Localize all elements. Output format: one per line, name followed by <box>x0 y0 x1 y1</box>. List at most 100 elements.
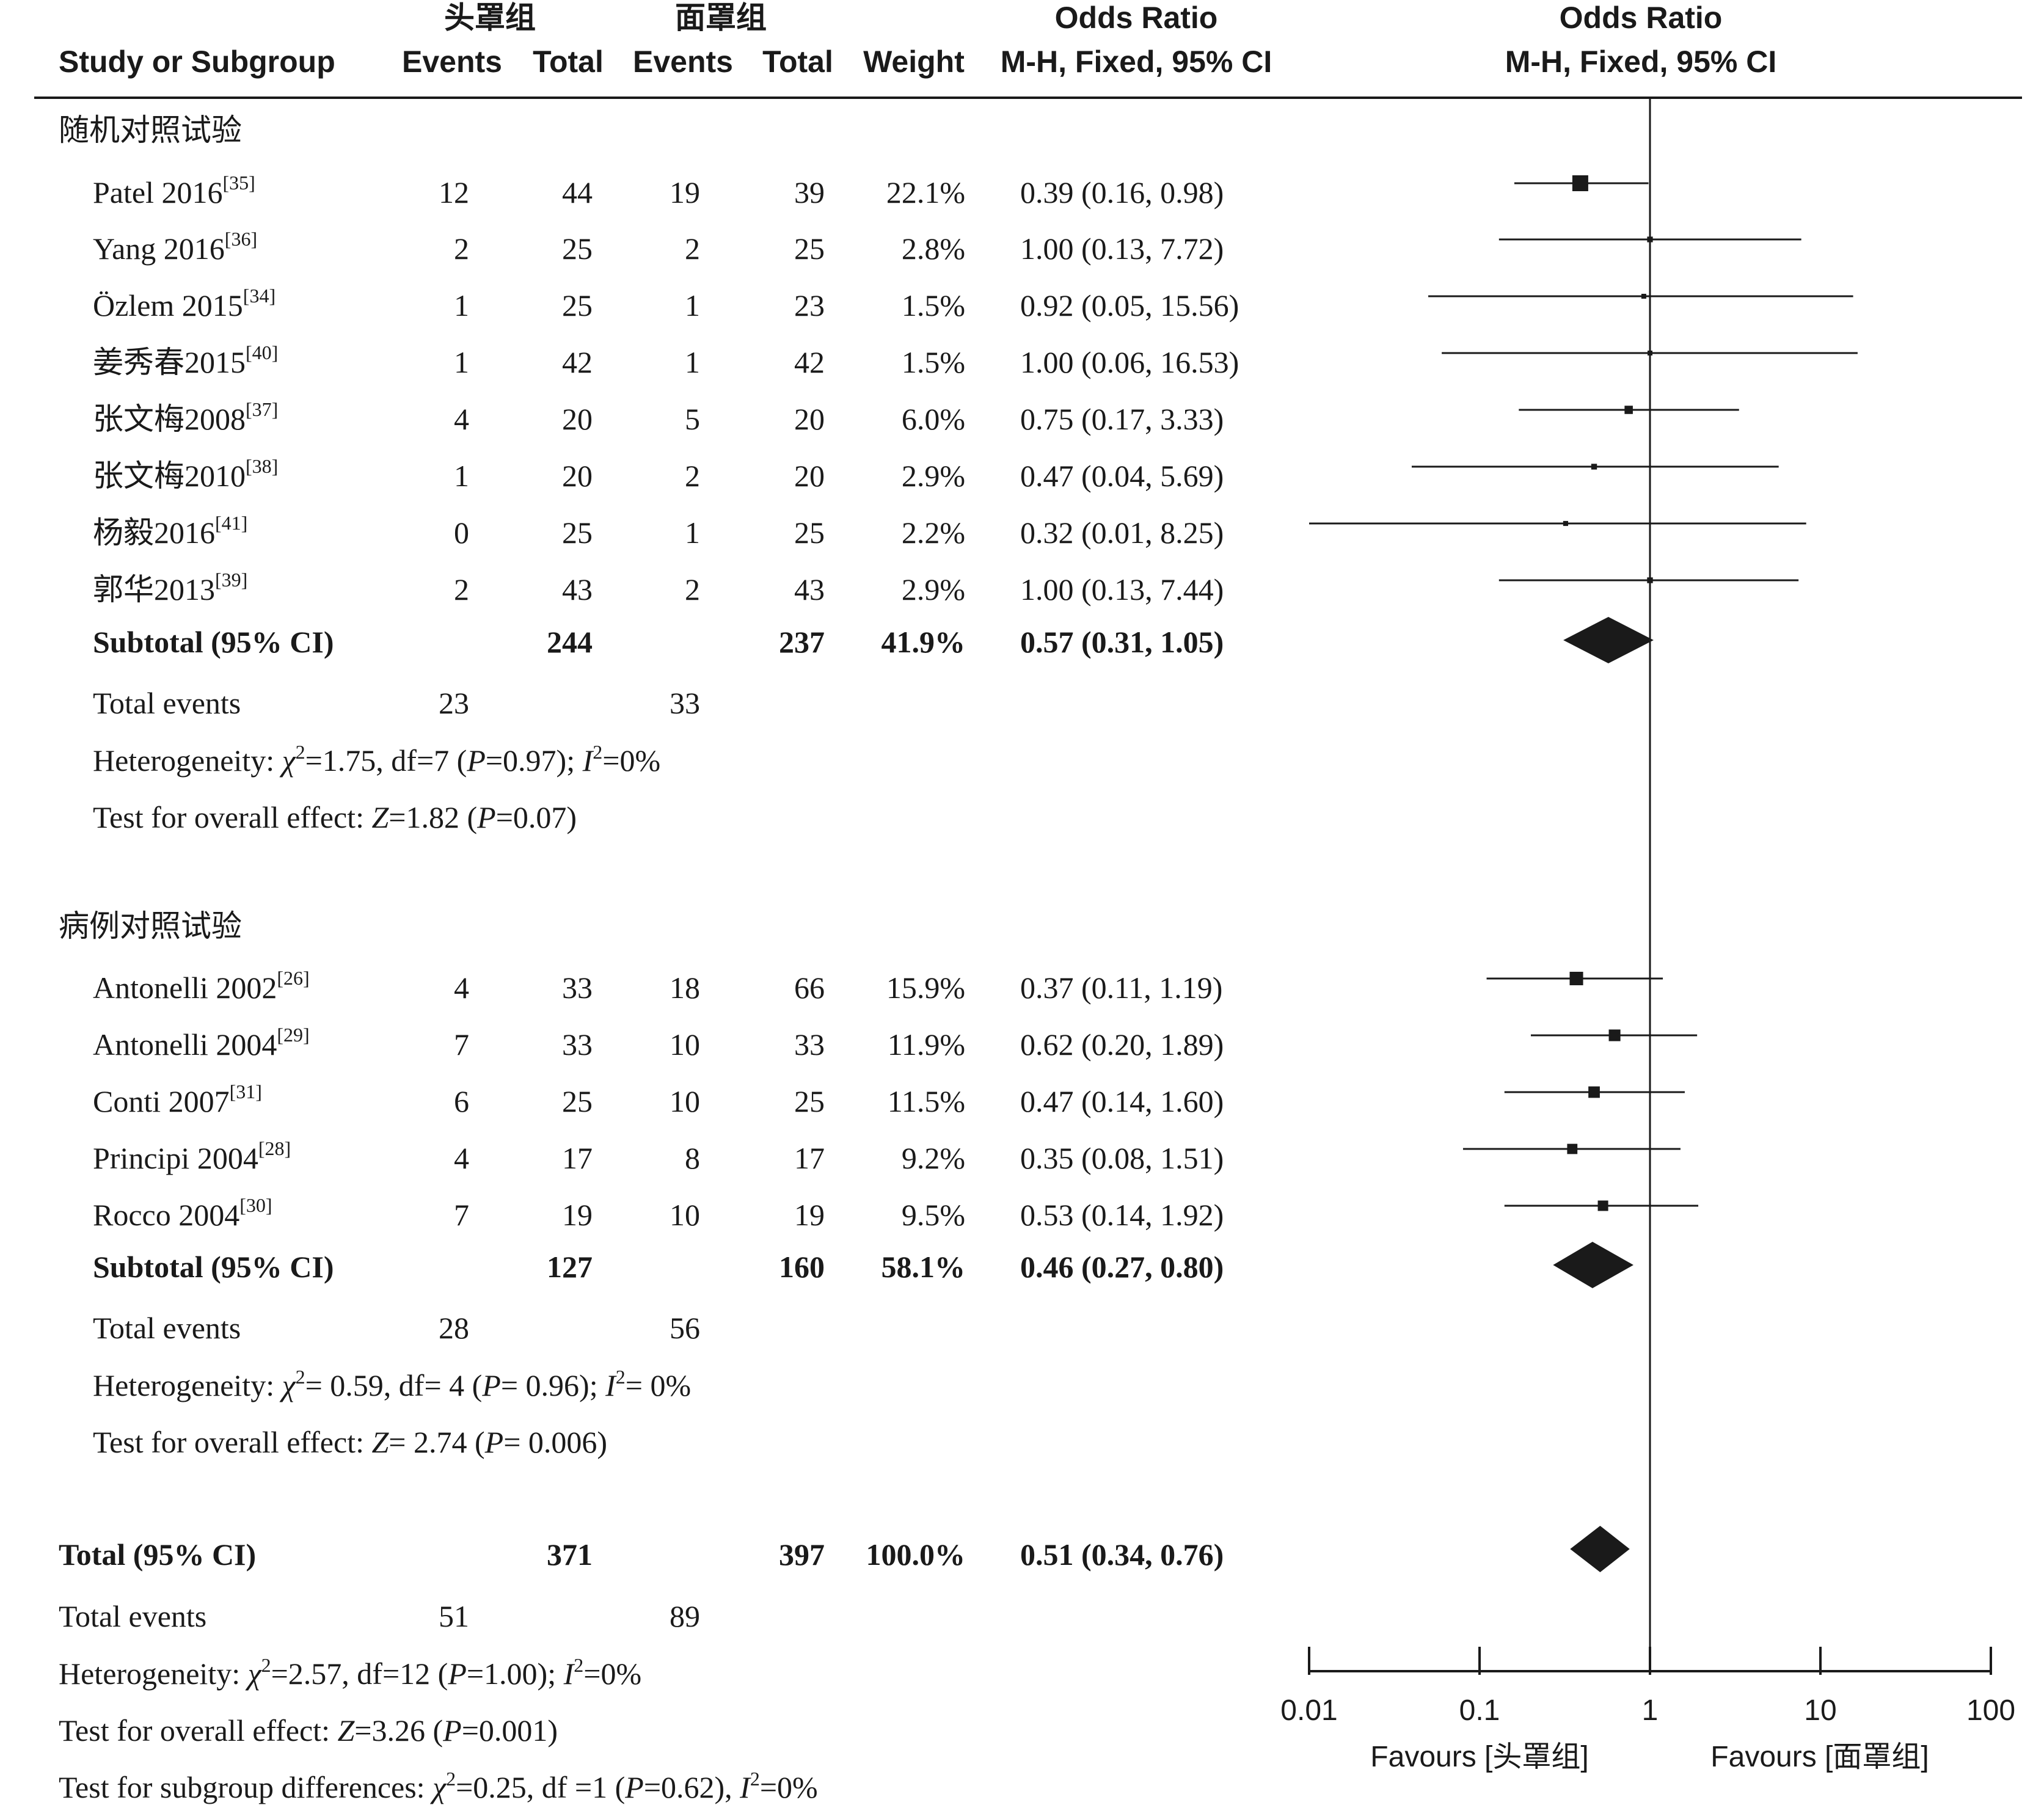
group2-events: 1 <box>685 345 700 379</box>
group2-events: 2 <box>685 459 700 493</box>
point-estimate-marker <box>1572 175 1588 191</box>
study-weight: 2.2% <box>902 516 965 550</box>
group2-events: 2 <box>685 572 700 607</box>
total-label: Total (95% CI) <box>59 1537 256 1572</box>
study-weight: 15.9% <box>886 971 965 1005</box>
group2-total: 39 <box>794 175 825 210</box>
plot-method-header: M-H, Fixed, 95% CI <box>1505 45 1777 79</box>
study-weight: 6.0% <box>902 402 965 436</box>
group2-events: 8 <box>685 1141 700 1175</box>
group2-events: 1 <box>685 288 700 323</box>
group2-total: 43 <box>794 572 825 607</box>
overall-effect-stat: Test for overall effect: Z= 2.74 (P= 0.0… <box>93 1425 607 1459</box>
total-heterogeneity-stat: Heterogeneity: χ2=2.57, df=12 (P=1.00); … <box>59 1654 641 1691</box>
group2-total: 25 <box>794 1084 825 1118</box>
study-weight: 2.9% <box>902 459 965 493</box>
group1-events: 4 <box>454 1141 469 1175</box>
study-name: Özlem 2015[34] <box>93 285 276 323</box>
favours-left-label: Favours [头罩组] <box>1370 1741 1588 1773</box>
point-estimate-marker <box>1567 1143 1578 1154</box>
group1-events: 2 <box>454 572 469 607</box>
study-name: Principi 2004[28] <box>93 1137 291 1175</box>
subtotal-label: Subtotal (95% CI) <box>93 1250 334 1284</box>
point-estimate-marker <box>1588 1086 1600 1098</box>
group2-total: 25 <box>794 231 825 266</box>
total-events-label: Total events <box>93 686 241 720</box>
x-tick-label: 100 <box>1966 1694 2015 1727</box>
group1-total: 25 <box>562 1084 593 1118</box>
subtotal-diamond <box>1563 617 1654 663</box>
table-header: 头罩组 面罩组 Odds Ratio Odds Ratio Study or S… <box>34 1 2022 99</box>
group2-total: 17 <box>794 1141 825 1175</box>
study-name: Patel 2016[35] <box>93 172 255 210</box>
point-estimate-marker <box>1608 1029 1621 1041</box>
subtotal-weight: 58.1% <box>881 1250 966 1284</box>
study-name: 郭华2013[39] <box>93 569 247 607</box>
point-estimate-marker <box>1641 294 1646 299</box>
group1-total-header: Total <box>533 45 604 79</box>
subtotal-ci: 0.57 (0.31, 1.05) <box>1020 625 1224 659</box>
group2-total: 66 <box>794 971 825 1005</box>
group2-total: 33 <box>794 1027 825 1062</box>
subgroup-heading: 病例对照试验 <box>59 909 242 943</box>
study-weight: 9.2% <box>902 1141 965 1175</box>
odds-ratio-ci: 0.53 (0.14, 1.92) <box>1020 1198 1224 1232</box>
odds-ratio-ci: 1.00 (0.06, 16.53) <box>1020 345 1239 379</box>
total-weight: 100.0% <box>866 1537 966 1572</box>
odds-ratio-ci: 1.00 (0.13, 7.44) <box>1020 572 1224 607</box>
study-weight: 11.5% <box>888 1084 965 1118</box>
group1-total: 33 <box>562 971 593 1005</box>
x-tick-label: 1 <box>1642 1694 1659 1727</box>
group2-events: 18 <box>670 971 700 1005</box>
x-tick-label: 0.01 <box>1280 1694 1337 1727</box>
total-diamond <box>1570 1526 1630 1572</box>
point-estimate-marker <box>1563 520 1569 527</box>
odds-ratio-ci: 0.47 (0.14, 1.60) <box>1020 1084 1224 1118</box>
total-events-label: Total events <box>59 1599 206 1633</box>
plot-title-header: Odds Ratio <box>1560 1 1723 35</box>
study-name: 张文梅2010[38] <box>93 455 278 493</box>
group2-total: 20 <box>794 402 825 436</box>
point-estimate-marker <box>1597 1200 1608 1211</box>
study-name: Rocco 2004[30] <box>93 1194 272 1232</box>
subgroup-differences-stat: Test for subgroup differences: χ2=0.25, … <box>59 1768 818 1804</box>
odds-ratio-ci: 0.39 (0.16, 0.98) <box>1020 175 1224 210</box>
group2-events: 10 <box>670 1198 700 1232</box>
group2-total-header: Total <box>762 45 833 79</box>
study-weight: 11.9% <box>888 1027 965 1062</box>
group2-header: 面罩组 <box>675 1 767 35</box>
group2-total: 25 <box>794 516 825 550</box>
study-name: 张文梅2008[37] <box>93 398 278 436</box>
study-weight: 9.5% <box>902 1198 965 1232</box>
group1-events-header: Events <box>402 45 502 79</box>
study-name: Yang 2016[36] <box>93 228 257 266</box>
group2-events: 19 <box>670 175 700 210</box>
group1-total: 20 <box>562 459 593 493</box>
group2-total: 19 <box>794 1198 825 1232</box>
group1-events: 4 <box>454 971 469 1005</box>
plot-area: 0.01 0.1 1 10 100 Favours [头罩组] Favours [面罩组] <box>1280 98 2015 1773</box>
group1-total: 17 <box>562 1141 593 1175</box>
group1-events: 7 <box>454 1027 469 1062</box>
subgroup-heading: 随机对照试验 <box>59 113 242 147</box>
odds-ratio-ci: 0.32 (0.01, 8.25) <box>1020 516 1224 550</box>
subtotal-label: Subtotal (95% CI) <box>93 625 334 659</box>
total-events-label: Total events <box>93 1311 241 1345</box>
total-overall-effect-stat: Test for overall effect: Z=3.26 (P=0.001… <box>59 1713 558 1748</box>
group1-total: 43 <box>562 572 593 607</box>
odds-ratio-ci: 0.92 (0.05, 15.56) <box>1020 288 1239 323</box>
group1-header: 头罩组 <box>444 1 536 35</box>
or-method-header: M-H, Fixed, 95% CI <box>1001 45 1272 79</box>
group1-total: 25 <box>562 288 593 323</box>
subtotal-group2-total: 237 <box>779 625 825 659</box>
point-estimate-marker <box>1569 971 1583 986</box>
subtotal-group1-total: 127 <box>547 1250 593 1284</box>
study-weight: 1.5% <box>902 345 965 379</box>
total-ci: 0.51 (0.34, 0.76) <box>1020 1537 1224 1572</box>
odds-ratio-ci: 0.37 (0.11, 1.19) <box>1020 971 1222 1005</box>
study-name: Conti 2007[31] <box>93 1081 262 1118</box>
total-events-group1: 51 <box>439 1599 469 1633</box>
group1-total: 33 <box>562 1027 593 1062</box>
total-events-group2: 89 <box>670 1599 700 1633</box>
